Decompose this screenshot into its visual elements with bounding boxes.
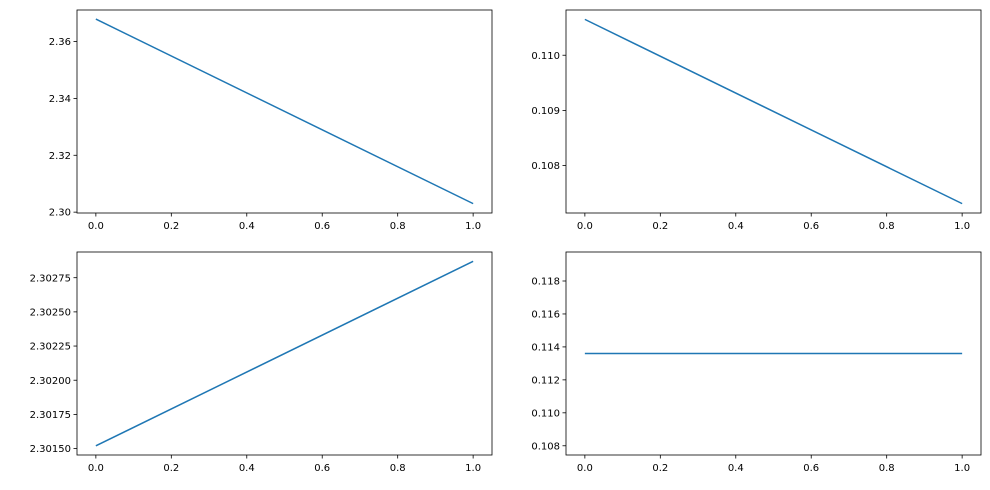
y-tick-label: 2.34 (49, 94, 71, 105)
y-tick-label: 2.32 (49, 151, 71, 162)
subplot-3: 0.0 0.2 0.4 0.6 0.8 1.0 2.30150 2.30175 2.30200 2… (30, 251, 493, 474)
x-tick-label: 0.2 (163, 463, 179, 474)
x-tick-label: 0.4 (728, 463, 744, 474)
y-tick-label: 0.109 (531, 106, 560, 117)
x-tick-label: 0.8 (879, 221, 895, 232)
x-tick-label: 0.8 (879, 463, 895, 474)
x-tick-label: 0.6 (803, 463, 819, 474)
series-line-1 (95, 18, 474, 205)
y-tick-label: 0.116 (531, 310, 560, 321)
x-tick-label: 0.4 (239, 221, 255, 232)
x-tick-label: 0.6 (803, 221, 819, 232)
y-tick-label: 2.30200 (30, 376, 71, 387)
y-tick-label: 0.110 (531, 51, 560, 62)
y-tick-label: 2.30175 (30, 410, 71, 421)
x-tick-label: 0.0 (577, 221, 593, 232)
x-tick-label: 0.6 (314, 221, 330, 232)
y-tick-label: 2.30 (49, 208, 71, 219)
series-line-1 (95, 260, 474, 447)
x-tick-label: 0.2 (652, 221, 668, 232)
x-tick-label: 0.2 (652, 463, 668, 474)
y-tick-label: 0.112 (531, 375, 560, 386)
x-tick-label: 1.0 (465, 463, 481, 474)
y-tick-label: 0.108 (531, 441, 560, 452)
x-tick-label: 0.4 (728, 221, 744, 232)
axes-frame (76, 9, 493, 214)
series-line-1 (584, 18, 963, 205)
y-tick-label: 2.30275 (30, 273, 71, 284)
axes-frame (76, 251, 493, 456)
axes-frame (565, 9, 982, 214)
y-tick-label: 0.108 (531, 161, 560, 172)
y-tick-label: 0.118 (531, 277, 560, 288)
x-tick-label: 0.8 (390, 463, 406, 474)
x-tick-label: 0.8 (390, 221, 406, 232)
axes-frame (565, 251, 982, 456)
x-tick-label: 1.0 (465, 221, 481, 232)
y-tick-label: 2.30150 (30, 444, 71, 455)
x-tick-label: 0.0 (577, 463, 593, 474)
x-tick-label: 0.0 (88, 463, 104, 474)
subplot-2: 0.0 0.2 0.4 0.6 0.8 1.0 0.108 0.109 0.110 (531, 9, 982, 232)
x-tick-label: 0.0 (88, 221, 104, 232)
y-tick-label: 2.30250 (30, 307, 71, 318)
subplot-1: 0.0 0.2 0.4 0.6 0.8 1.0 2.30 2.32 2.34 2.36 (49, 9, 493, 232)
x-tick-label: 1.0 (954, 221, 970, 232)
y-tick-label: 2.36 (49, 37, 71, 48)
x-tick-label: 0.4 (239, 463, 255, 474)
x-tick-label: 0.2 (163, 221, 179, 232)
y-tick-label: 0.110 (531, 408, 560, 419)
x-tick-label: 1.0 (954, 463, 970, 474)
subplot-4: 0.0 0.2 0.4 0.6 0.8 1.0 0.108 0.110 0.112 0.114 0.… (531, 251, 982, 474)
x-tick-label: 0.6 (314, 463, 330, 474)
y-tick-label: 2.30225 (30, 342, 71, 353)
y-tick-label: 0.114 (531, 343, 560, 354)
